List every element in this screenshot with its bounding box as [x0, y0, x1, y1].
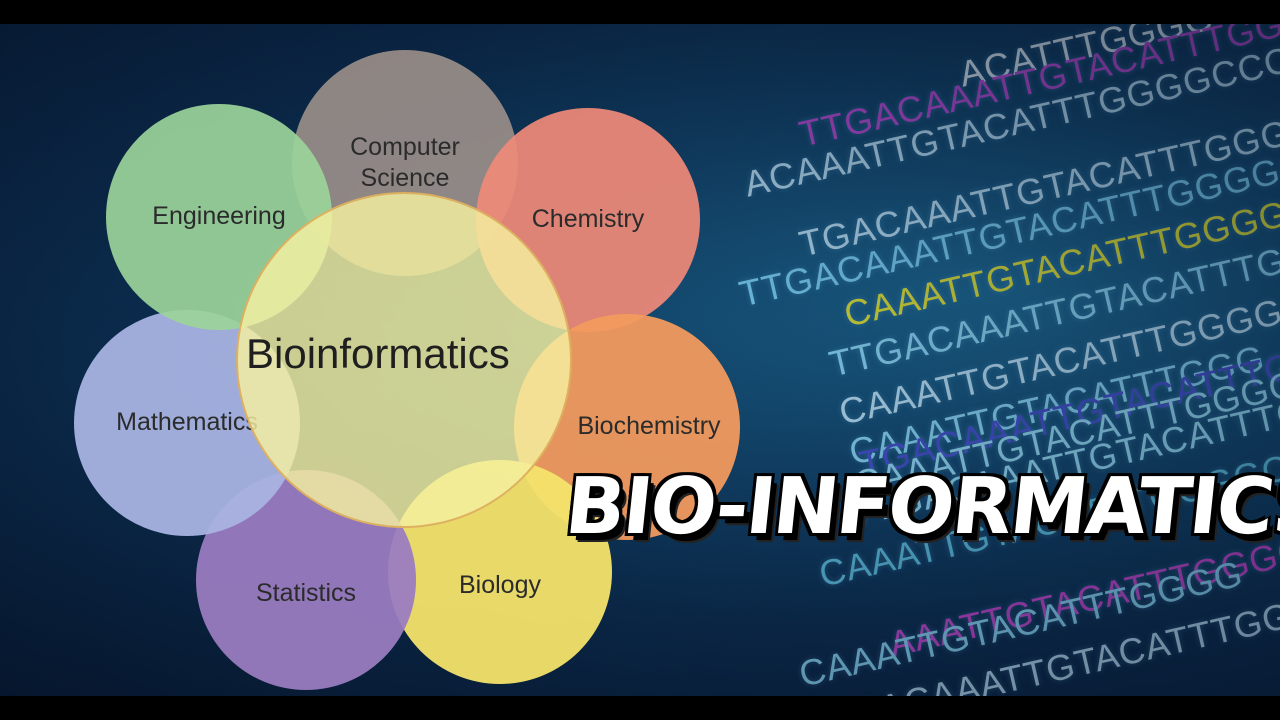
- image-canvas: ACATTTGGGG TTGACAAATTGTACATTTGGGGG ACAAATT…: [0, 24, 1280, 696]
- label-engineering: Engineering: [152, 202, 286, 231]
- circle-bioinformatics: [236, 192, 572, 528]
- label-statistics: Statistics: [255, 579, 357, 608]
- overlay-title: BIO-INFORMATICS: [561, 462, 1280, 552]
- bioinformatics-diagram: Computer Science Chemistry Biochemistry …: [0, 24, 760, 696]
- center-label: Bioinformatics: [246, 330, 510, 377]
- label-biochemistry: Biochemistry: [577, 412, 721, 441]
- label-computer-science: Computer Science: [350, 132, 460, 192]
- label-mathematics: Mathematics: [116, 408, 258, 437]
- label-biology: Biology: [459, 571, 541, 600]
- label-chemistry: Chemistry: [531, 205, 645, 234]
